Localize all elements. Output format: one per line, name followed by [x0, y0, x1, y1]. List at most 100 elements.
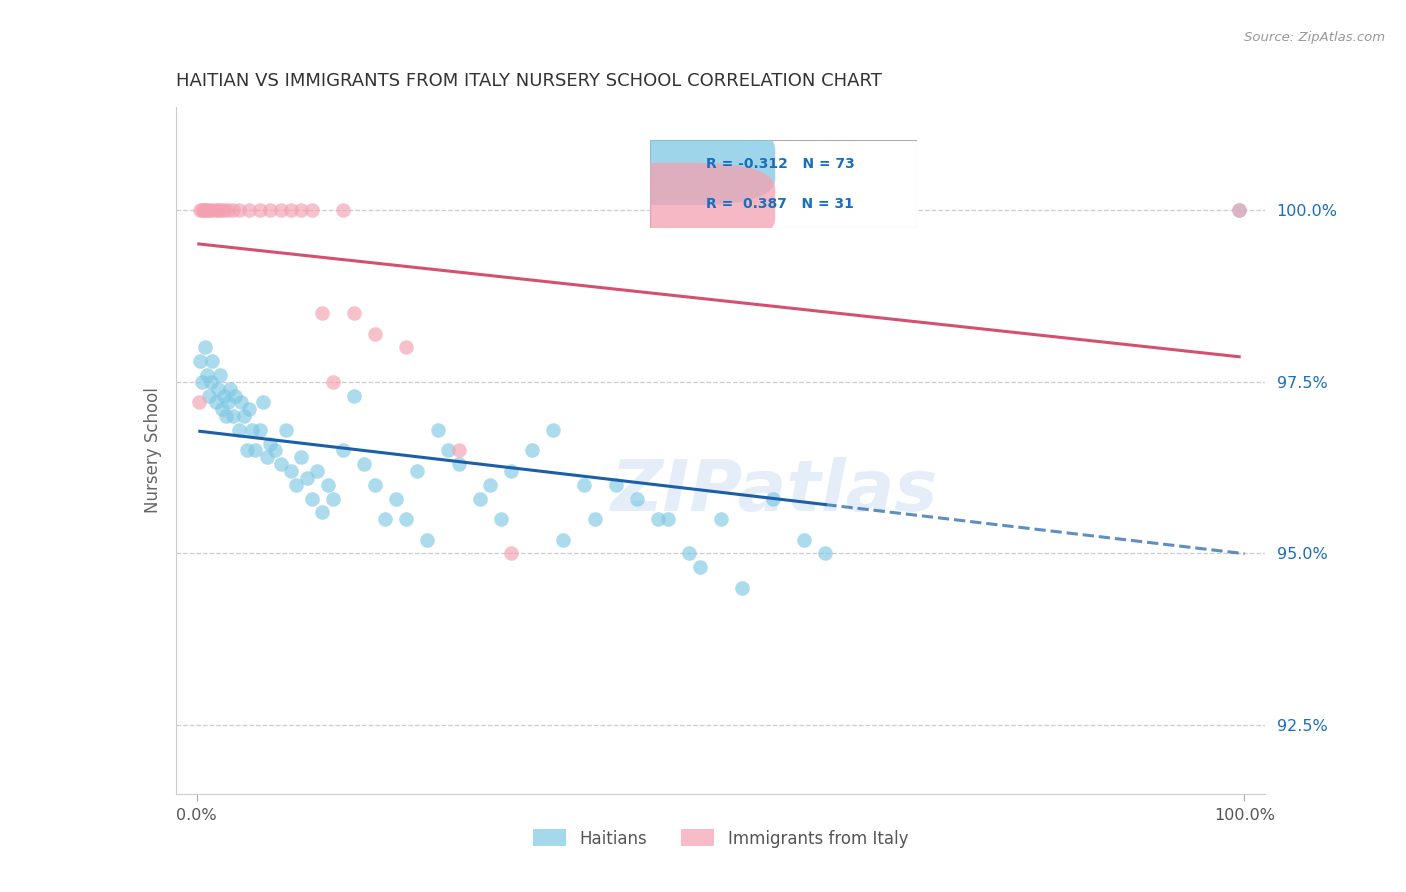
Point [207, 202, 229, 217]
Point [301, 491, 323, 506]
Point [657, 512, 679, 526]
Point [224, 388, 246, 402]
Point [343, 306, 366, 320]
Point [207, 382, 229, 396]
Point [245, 443, 267, 458]
Point [793, 533, 815, 547]
Text: R =  0.387   N = 31: R = 0.387 N = 31 [706, 197, 853, 211]
Point [416, 533, 439, 547]
Point [311, 306, 333, 320]
Point [814, 546, 837, 560]
Point [437, 443, 460, 458]
Point [211, 402, 233, 417]
Point [285, 477, 308, 491]
Point [212, 388, 235, 402]
Point [311, 505, 333, 519]
Point [395, 340, 418, 354]
Point [259, 436, 281, 450]
Point [447, 443, 470, 458]
Point [191, 202, 214, 217]
FancyBboxPatch shape [578, 163, 775, 244]
Point [322, 491, 344, 506]
Legend: Haitians, Immigrants from Italy: Haitians, Immigrants from Italy [526, 822, 915, 855]
Point [405, 464, 427, 478]
Point [468, 491, 491, 506]
Point [307, 464, 329, 478]
Point [198, 388, 221, 402]
Point [264, 443, 287, 458]
Point [605, 477, 627, 491]
Point [322, 375, 344, 389]
Point [249, 202, 271, 217]
Point [193, 202, 215, 217]
Point [730, 581, 752, 595]
Point [201, 202, 224, 217]
Text: Source: ZipAtlas.com: Source: ZipAtlas.com [1244, 31, 1385, 45]
Point [191, 375, 214, 389]
Point [252, 395, 274, 409]
Point [195, 202, 218, 217]
Point [541, 423, 564, 437]
Point [499, 546, 522, 560]
Point [212, 202, 235, 217]
Point [626, 491, 648, 506]
Point [353, 457, 375, 471]
Point [280, 202, 302, 217]
Point [1227, 202, 1250, 217]
Point [240, 423, 263, 437]
Point [228, 202, 250, 217]
Point [259, 202, 281, 217]
Point [364, 477, 387, 491]
Point [238, 402, 260, 417]
Point [249, 423, 271, 437]
Point [229, 395, 252, 409]
Point [204, 395, 226, 409]
Point [689, 560, 711, 574]
Point [188, 202, 211, 217]
Point [217, 202, 239, 217]
Point [343, 388, 366, 402]
Text: ZIPatlas: ZIPatlas [612, 458, 939, 526]
Point [215, 409, 238, 423]
Point [217, 395, 239, 409]
Point [447, 457, 470, 471]
Point [316, 477, 339, 491]
FancyBboxPatch shape [650, 140, 917, 228]
Text: R = -0.312   N = 73: R = -0.312 N = 73 [706, 157, 855, 171]
Point [187, 395, 209, 409]
Point [238, 202, 260, 217]
Point [295, 471, 318, 485]
Point [426, 423, 449, 437]
Point [384, 491, 406, 506]
Point [332, 443, 354, 458]
Point [479, 477, 502, 491]
Point [395, 512, 418, 526]
Point [374, 512, 396, 526]
Y-axis label: Nursery School: Nursery School [143, 387, 162, 514]
Point [332, 202, 354, 217]
Point [489, 512, 512, 526]
Point [274, 423, 297, 437]
Point [1227, 202, 1250, 217]
Point [194, 202, 217, 217]
Point [208, 368, 231, 382]
Point [553, 533, 575, 547]
Point [710, 512, 733, 526]
Point [222, 202, 245, 217]
Point [209, 202, 232, 217]
Point [219, 382, 242, 396]
Point [236, 443, 259, 458]
Point [204, 202, 226, 217]
Point [762, 491, 785, 506]
Point [201, 354, 224, 368]
Point [222, 409, 245, 423]
Point [200, 375, 222, 389]
Point [194, 340, 217, 354]
Point [198, 202, 221, 217]
Point [583, 512, 606, 526]
Point [228, 423, 250, 437]
Point [290, 202, 312, 217]
Point [678, 546, 700, 560]
Point [270, 457, 292, 471]
Point [270, 202, 292, 217]
